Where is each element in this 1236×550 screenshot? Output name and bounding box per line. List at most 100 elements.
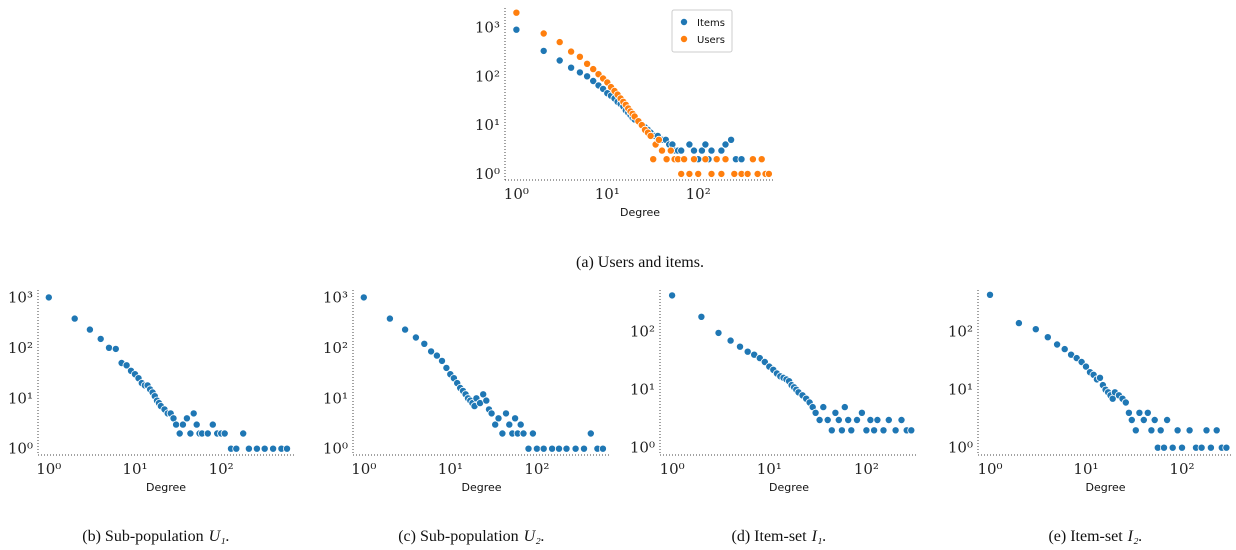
data-point	[580, 444, 589, 453]
data-point	[649, 155, 658, 164]
caption-text: (e) Item-set	[1048, 528, 1123, 545]
data-point	[701, 155, 710, 164]
y-tick-label: 10²	[323, 339, 348, 357]
data-point	[432, 351, 441, 360]
data-point	[712, 155, 721, 164]
data-point	[494, 414, 503, 423]
data-point	[1043, 333, 1052, 342]
data-point	[714, 328, 723, 337]
data-point	[512, 8, 521, 17]
y-tick-label: 10³	[8, 288, 33, 306]
y-tick-label: 10⁰	[323, 440, 348, 458]
x-axis-label: Degree	[146, 481, 186, 494]
x-axis-label: Degree	[620, 206, 660, 219]
data-point	[736, 342, 745, 351]
x-axis-label: Degree	[461, 481, 501, 494]
x-tick-label: 10²	[524, 460, 549, 478]
data-point	[269, 444, 278, 453]
data-point	[685, 169, 694, 178]
data-point	[182, 414, 191, 423]
data-point	[1014, 319, 1023, 328]
x-tick-label: 10⁰	[660, 460, 685, 478]
caption-math: I₁.	[811, 528, 827, 545]
data-point	[834, 415, 843, 424]
data-point	[583, 59, 592, 68]
data-point	[239, 429, 248, 438]
data-point	[827, 426, 836, 435]
data-point	[575, 68, 584, 77]
y-tick-label: 10²	[630, 323, 655, 341]
data-point	[823, 415, 832, 424]
data-point	[764, 169, 773, 178]
x-tick-label: 10¹	[122, 460, 147, 478]
y-tick-label: 10³	[323, 288, 348, 306]
data-point	[748, 155, 757, 164]
data-point	[743, 169, 752, 178]
data-point	[359, 293, 368, 302]
data-point	[539, 29, 548, 38]
data-point	[532, 444, 541, 453]
data-point	[666, 146, 675, 155]
data-point	[658, 146, 667, 155]
chart-panel-e: 10⁰ 10¹ 10² 10⁰ 10¹ 10² Degree (e) Item-set I₂.	[948, 290, 1233, 545]
data-point	[528, 429, 537, 438]
data-point	[437, 356, 446, 365]
data-point	[385, 314, 394, 323]
data-point	[555, 38, 564, 47]
data-point	[870, 426, 879, 435]
data-point	[1143, 408, 1152, 417]
y-tick-label: 10⁰	[475, 165, 500, 183]
caption-math: I₂.	[1127, 528, 1143, 545]
data-point	[512, 25, 521, 34]
data-point	[232, 444, 241, 453]
data-point	[505, 420, 514, 429]
data-point	[420, 339, 429, 348]
data-point	[815, 415, 824, 424]
data-point	[866, 415, 875, 424]
data-point	[189, 409, 198, 418]
data-point	[562, 444, 571, 453]
x-tick-label: 10⁰	[351, 460, 376, 478]
data-point	[203, 429, 212, 438]
data-point	[721, 155, 730, 164]
data-point	[1222, 443, 1231, 452]
data-point	[831, 408, 840, 417]
data-point	[1124, 408, 1133, 417]
x-tick-label: 10²	[1169, 460, 1194, 478]
caption-text: (c) Sub-population	[398, 528, 518, 545]
data-point	[844, 415, 853, 424]
x-axis-label: Degree	[1085, 481, 1125, 494]
data-point	[70, 314, 79, 323]
x-axis-label: Degree	[769, 481, 809, 494]
data-point	[589, 65, 598, 74]
y-tick-label: 10²	[8, 339, 33, 357]
data-point	[244, 444, 253, 453]
data-point	[753, 169, 762, 178]
data-point	[501, 409, 510, 418]
data-point	[677, 169, 686, 178]
data-point	[847, 426, 856, 435]
data-point	[105, 343, 114, 352]
legend-marker	[680, 35, 689, 44]
data-point	[85, 325, 94, 334]
series-degree	[44, 293, 291, 453]
y-tick-label: 10²	[948, 323, 973, 341]
series-degree	[359, 293, 607, 453]
data-point	[1053, 340, 1062, 349]
data-point	[727, 135, 736, 144]
x-tick-label: 10²	[209, 460, 234, 478]
data-point	[1202, 426, 1211, 435]
data-point	[524, 444, 533, 453]
x-tick-label: 10¹	[595, 185, 620, 203]
data-point	[282, 444, 291, 453]
data-point	[721, 140, 730, 149]
chart-panel-d: 10⁰ 10¹ 10² 10⁰ 10¹ 10² Degree (d) Item-set I₁.	[630, 290, 918, 545]
data-point	[208, 420, 217, 429]
chart-panel-b: 10⁰ 10¹ 10² 10⁰ 10¹ 10² 10³ Degree (b) Sub-popul…	[8, 288, 294, 545]
x-tick-label: 10⁰	[36, 460, 61, 478]
data-point	[427, 347, 436, 356]
y-tick-label: 10²	[475, 67, 500, 85]
data-point	[539, 444, 548, 453]
data-point	[717, 146, 726, 155]
series-degree	[986, 290, 1231, 452]
